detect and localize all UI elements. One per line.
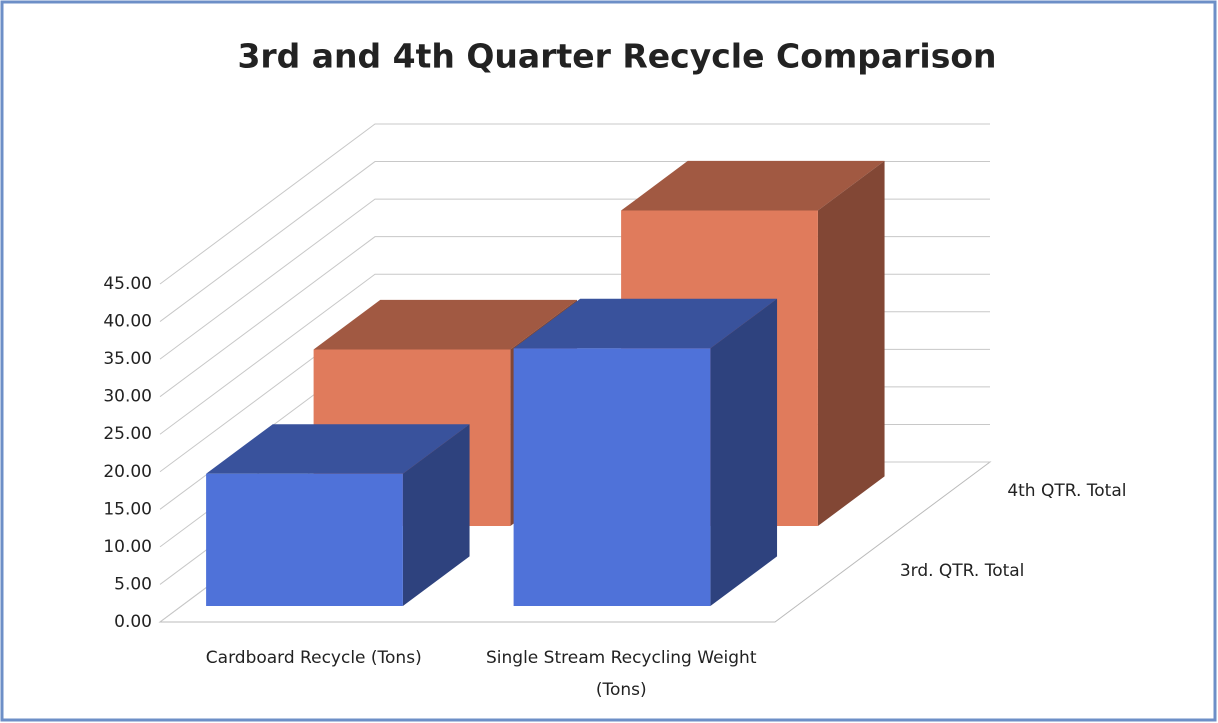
bar-side xyxy=(402,424,470,606)
bar-side xyxy=(710,298,778,606)
y-tick-label: 40.00 xyxy=(103,312,152,332)
bar-front xyxy=(513,348,711,606)
depth-label: 4th QTR. Total xyxy=(1007,481,1126,501)
x-tick-label: Cardboard Recycle (Tons) xyxy=(205,648,422,668)
y-tick-label: 10.00 xyxy=(103,537,152,557)
grid-line xyxy=(159,123,990,285)
y-tick-label: 5.00 xyxy=(114,574,152,594)
y-tick-label: 15.00 xyxy=(103,499,152,519)
y-tick-label: 30.00 xyxy=(103,387,152,407)
bar xyxy=(513,298,778,606)
chart-title: 3rd and 4th Quarter Recycle Comparison xyxy=(237,37,996,76)
y-tick-label: 35.00 xyxy=(103,349,152,369)
y-tick-label: 20.00 xyxy=(103,462,152,482)
bar-top xyxy=(621,160,885,211)
bar-top xyxy=(513,298,778,349)
bar-side xyxy=(817,160,885,526)
bar-top xyxy=(313,299,578,350)
y-tick-label: 45.00 xyxy=(103,274,152,294)
bar-top xyxy=(206,424,470,474)
bar xyxy=(206,424,470,606)
x-tick-label: Single Stream Recycling Weight (Tons) xyxy=(486,648,757,700)
bar-front xyxy=(206,473,403,606)
depth-label: 3rd. QTR. Total xyxy=(900,561,1025,581)
y-tick-label: 25.00 xyxy=(103,424,152,444)
y-tick-label: 0.00 xyxy=(114,612,152,632)
